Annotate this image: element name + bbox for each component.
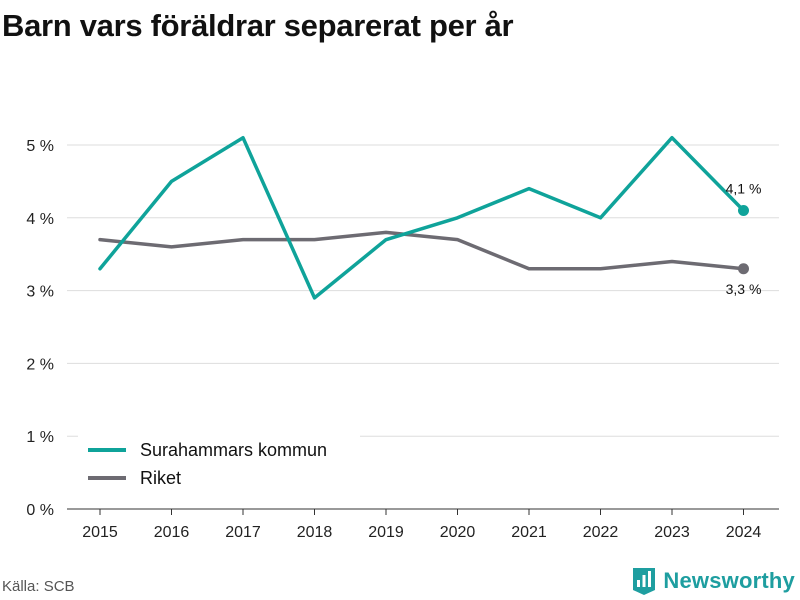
legend: Surahammars kommun Riket — [78, 434, 360, 496]
x-tick-label: 2022 — [583, 524, 619, 541]
x-tick-label: 2019 — [368, 524, 404, 541]
data-label: 3,3 % — [726, 281, 762, 297]
legend-label: Riket — [140, 468, 181, 488]
data-point — [738, 205, 749, 217]
x-tick-label: 2024 — [726, 524, 762, 541]
x-tick-label: 2015 — [82, 524, 118, 541]
grid-layer — [67, 144, 779, 437]
chart-title: Barn vars föräldrar separerat per år — [2, 8, 514, 43]
brand-name: Newsworthy — [663, 568, 795, 593]
x-tick-label: 2017 — [225, 524, 261, 541]
source-note: Källa: SCB — [2, 578, 75, 595]
series-layer: 4,1 % 3,3 % — [98, 135, 762, 300]
y-tick-label: 2 % — [26, 356, 54, 373]
y-tick-label: 0 % — [26, 502, 54, 519]
axis-layer: 0 % 1 % 2 % 3 % 4 % 5 % 2015 2016 2017 2018 2019 20… — [26, 138, 779, 541]
brand-logo: Newsworthy — [631, 566, 795, 596]
series-line — [98, 230, 746, 271]
x-tick-label: 2021 — [511, 524, 547, 541]
x-tick-label: 2023 — [654, 524, 690, 541]
bar-chart-logo-icon — [633, 568, 656, 595]
x-tick-label: 2018 — [297, 524, 333, 541]
series-line — [98, 135, 746, 300]
data-point — [738, 263, 749, 275]
y-tick-label: 1 % — [26, 429, 54, 446]
legend-label: Surahammars kommun — [140, 440, 327, 460]
y-tick-label: 5 % — [26, 138, 54, 155]
data-label: 4,1 % — [726, 181, 762, 197]
x-tick-label: 2020 — [440, 524, 476, 541]
legend-background — [78, 434, 360, 496]
y-tick-label: 4 % — [26, 211, 54, 228]
x-tick-label: 2016 — [154, 524, 190, 541]
y-tick-label: 3 % — [26, 284, 54, 301]
